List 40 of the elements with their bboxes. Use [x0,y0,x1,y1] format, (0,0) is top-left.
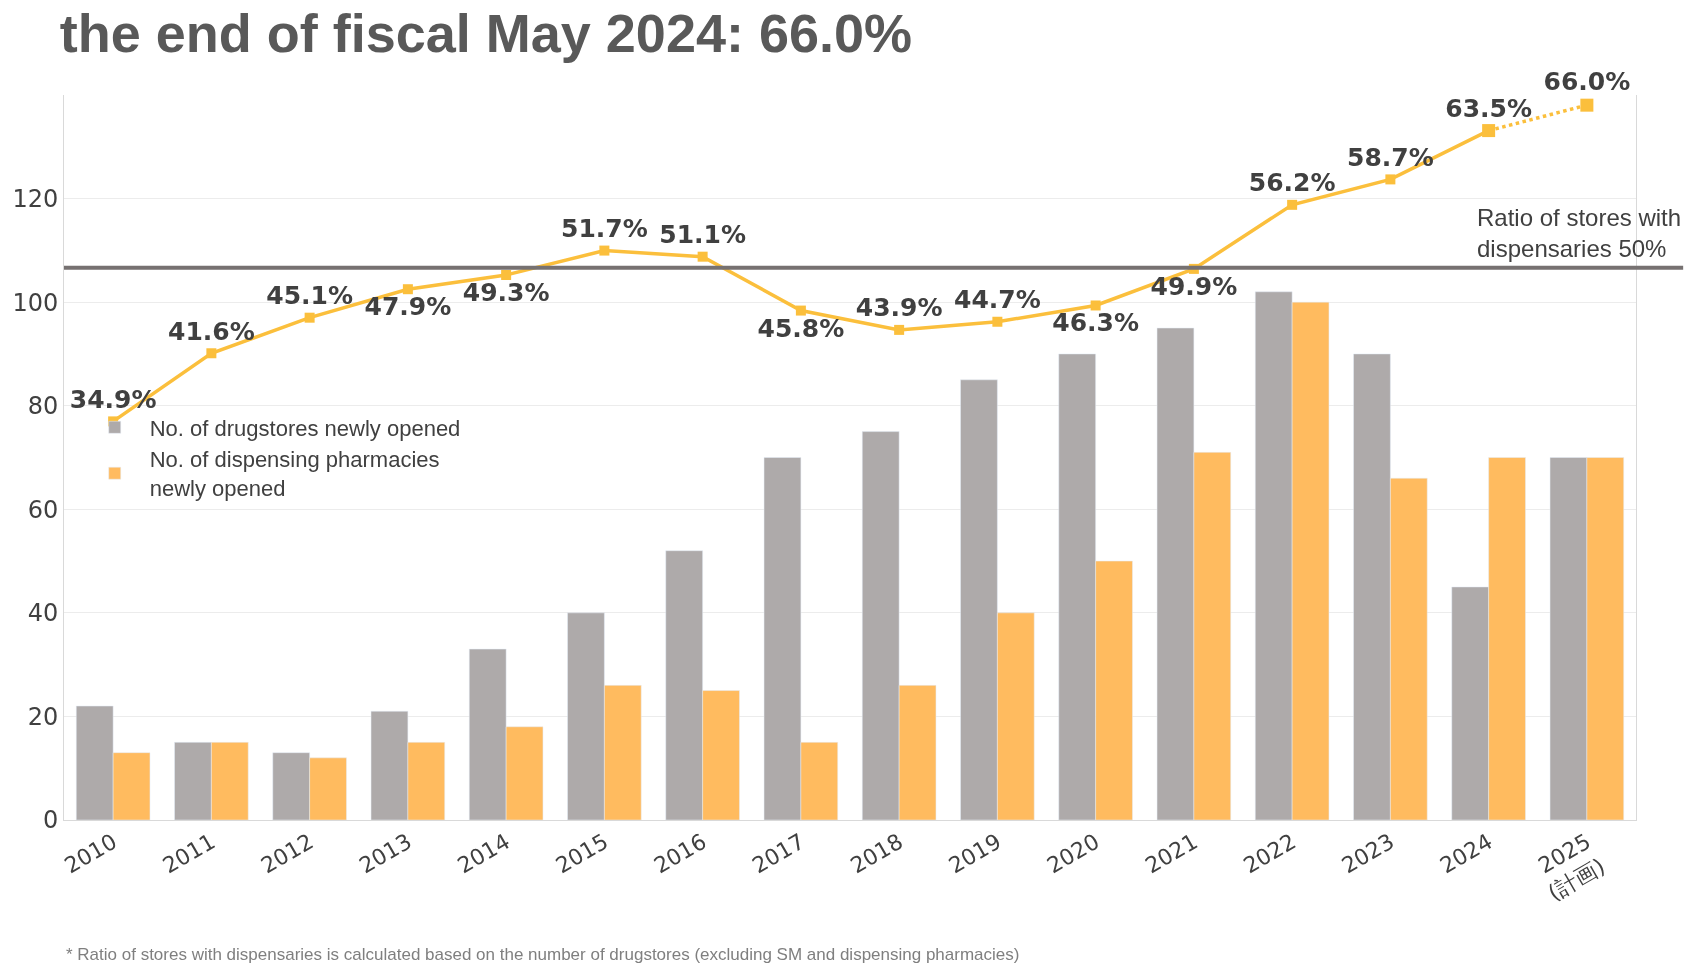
point [599,245,610,256]
data-label: 44.7% [954,285,1041,315]
data-label: 45.1% [266,281,353,311]
point [501,269,512,280]
data-label: 49.9% [1150,271,1238,301]
data-label: 58.7% [1347,142,1434,172]
y-tick-label: 80 [27,392,59,421]
y-tick-label: 40 [27,599,59,628]
y-tick-label: 20 [27,702,59,731]
point [1385,174,1396,185]
point [894,324,905,335]
data-label: 51.7% [561,214,648,244]
point [992,316,1003,327]
data-label: 47.9% [364,292,452,322]
point [795,305,806,316]
point [402,284,413,295]
ref-line-label: Ratio of stores with dispensaries 50% [1477,204,1682,263]
data-label: 43.9% [855,293,943,323]
data-label: 45.8% [757,313,845,343]
y-tick-label: 60 [27,495,59,524]
point [697,251,708,262]
data-label: 41.6% [168,316,255,346]
point [1090,300,1101,311]
data-label: 49.3% [462,277,550,307]
data-label: 51.1% [659,220,746,250]
data-label: 56.2% [1248,168,1336,198]
y-tick-label: 100 [12,288,59,317]
point [1287,199,1298,210]
data-label: 63.5% [1445,94,1532,124]
data-label: 66.0% [1543,66,1631,96]
text: * Ratio of stores with dispensaries is calculated based on the number of drugstores (excluding SM and dispensing pharmacies) [66,945,1020,964]
data-label: 46.3% [1052,308,1139,338]
point [304,312,315,323]
y-tick-label: 120 [12,184,59,213]
point [206,348,217,359]
point [1580,98,1594,112]
legend-label: No. of dispensing pharmacies newly opened [149,447,440,502]
legend-label: No. of drugstores newly opened [149,415,461,441]
y-tick-label: 0 [42,806,59,835]
chart-title: the end of fiscal May 2024: 66.0% [59,3,913,64]
